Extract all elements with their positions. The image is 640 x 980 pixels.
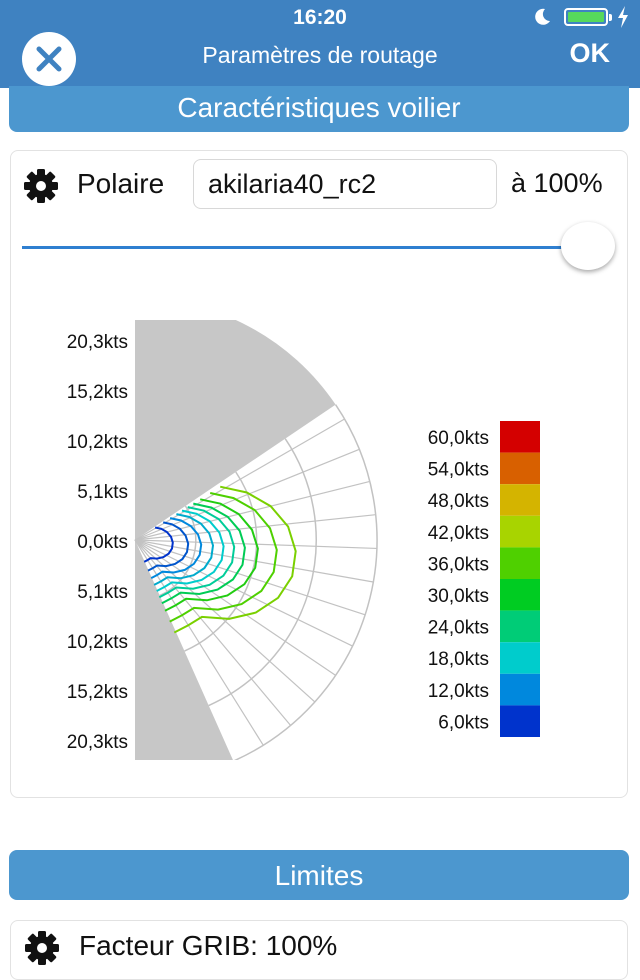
legend-label: 36,0kts	[428, 554, 489, 575]
moon-icon	[535, 8, 550, 25]
status-time: 16:20	[293, 6, 347, 29]
navigation-bar	[0, 0, 640, 88]
grid-spoke	[134, 539, 264, 746]
polar-curve	[147, 521, 190, 572]
legend-label: 48,0kts	[428, 491, 489, 512]
legend-swatch	[500, 610, 540, 643]
legend-swatch	[500, 705, 540, 737]
grid-spoke	[134, 514, 376, 541]
grid-spoke	[134, 539, 374, 583]
polar-curve	[143, 526, 174, 563]
polar-percent-slider-thumb[interactable]	[561, 222, 615, 270]
polar-percent-label: à 100%	[511, 168, 603, 198]
polar-curve	[169, 492, 278, 623]
polar-percent-slider-track[interactable]	[22, 246, 596, 249]
ok-button[interactable]: OK	[569, 38, 611, 68]
close-button[interactable]	[22, 32, 76, 86]
speed-tick-label: 10,2kts	[67, 632, 128, 653]
grid-spoke	[134, 539, 336, 676]
legend-label: 30,0kts	[428, 586, 489, 607]
grid-spoke	[134, 539, 292, 726]
legend-label: 60,0kts	[428, 428, 489, 449]
page-title: Paramètres de routage	[202, 42, 438, 68]
speed-tick-label: 10,2kts	[67, 432, 128, 453]
legend-swatch	[500, 421, 540, 453]
grid-arc	[208, 438, 317, 707]
polar-curve	[153, 513, 215, 586]
legend-label: 6,0kts	[438, 712, 489, 733]
legend-label: 54,0kts	[428, 460, 489, 481]
polar-label: Polaire	[77, 168, 165, 199]
grid-arc	[233, 404, 378, 760]
downwind-dead-zone	[135, 540, 233, 760]
polar-curve	[156, 509, 225, 592]
polar-curve	[173, 485, 297, 634]
legend-swatch	[500, 547, 540, 579]
close-icon	[36, 46, 62, 72]
polar-chart: 20,3kts 15,2kts 10,2kts 5,1kts 0,0kts 5,1kts 1…	[67, 320, 540, 760]
legend-swatch	[500, 642, 540, 674]
speed-tick-label: 5,1kts	[77, 482, 128, 503]
grid-spoke	[134, 539, 353, 647]
speed-tick-label: 15,2kts	[67, 682, 128, 703]
gear-icon[interactable]	[21, 166, 61, 206]
legend-swatch	[500, 673, 540, 706]
speed-tick-label: 20,3kts	[67, 332, 128, 353]
battery-icon	[564, 8, 612, 26]
speed-tick-label: 20,3kts	[67, 732, 128, 753]
speed-tick-label: 5,1kts	[77, 582, 128, 603]
section-header-limits: Limites	[9, 850, 629, 900]
polar-curve	[164, 498, 259, 612]
grib-factor-label: Facteur GRIB: 100%	[79, 930, 338, 961]
section-header-boat: Caractéristiques voilier	[9, 86, 629, 132]
legend-swatch	[500, 484, 540, 516]
polar-curve	[161, 502, 246, 605]
legend-swatch	[500, 452, 540, 485]
legend-label: 18,0kts	[428, 649, 489, 670]
polar-curve	[158, 506, 236, 599]
grid-spoke	[134, 418, 345, 541]
speed-tick-label: 15,2kts	[67, 382, 128, 403]
legend-swatch	[500, 579, 540, 611]
legend-label: 12,0kts	[428, 681, 489, 702]
legend-label: 42,0kts	[428, 523, 489, 544]
upwind-dead-zone	[135, 320, 336, 540]
grid-spoke	[134, 480, 370, 541]
legend-label: 24,0kts	[428, 618, 489, 639]
legend-swatch	[500, 515, 540, 548]
charging-icon	[618, 6, 628, 28]
speed-tick-label: 0,0kts	[77, 532, 128, 553]
polar-curve	[150, 517, 203, 579]
polar-input[interactable]	[193, 159, 497, 209]
gear-icon[interactable]	[22, 928, 62, 968]
